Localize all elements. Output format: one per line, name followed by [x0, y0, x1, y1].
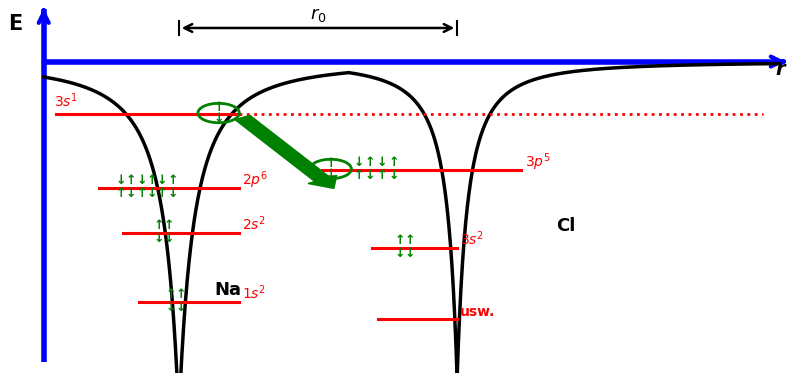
Text: ↑: ↑: [325, 157, 336, 169]
Text: ↓: ↓: [157, 175, 168, 187]
Text: ↓: ↓: [213, 113, 224, 125]
Text: ↑: ↑: [354, 169, 365, 182]
Text: ↓: ↓: [146, 188, 157, 200]
Text: usw.: usw.: [460, 305, 494, 319]
Text: ↑: ↑: [165, 288, 176, 301]
Text: ↓: ↓: [376, 156, 387, 169]
Text: ↑: ↑: [136, 188, 147, 200]
Text: ↑: ↑: [157, 188, 168, 200]
Text: ↑: ↑: [405, 234, 416, 247]
Text: ↓: ↓: [364, 169, 375, 182]
Text: $2s^2$: $2s^2$: [242, 214, 266, 233]
Text: r: r: [775, 60, 785, 79]
Text: ↓: ↓: [405, 247, 416, 260]
Text: $3s^2$: $3s^2$: [460, 229, 483, 248]
Text: ↓: ↓: [325, 169, 336, 181]
Text: ↑: ↑: [364, 156, 375, 169]
Text: ↓: ↓: [136, 175, 147, 187]
Text: ↑: ↑: [153, 219, 165, 232]
Text: Cl: Cl: [556, 217, 576, 235]
Text: $r_0$: $r_0$: [310, 6, 326, 23]
Text: ↑: ↑: [115, 188, 126, 200]
Text: $1s^2$: $1s^2$: [242, 283, 266, 302]
Text: ↓: ↓: [176, 301, 187, 314]
Text: ↑: ↑: [167, 175, 178, 187]
Text: ↑: ↑: [146, 175, 157, 187]
Text: ↑: ↑: [176, 288, 187, 301]
Text: ↑: ↑: [376, 169, 387, 182]
Text: ↑: ↑: [164, 219, 175, 232]
Text: ↓: ↓: [164, 232, 175, 245]
Text: ↓: ↓: [165, 301, 176, 314]
FancyArrow shape: [235, 115, 336, 188]
Text: $3p^5$: $3p^5$: [525, 151, 550, 173]
Text: ↓: ↓: [126, 188, 137, 200]
Text: ↑: ↑: [213, 101, 224, 113]
Text: $3s^1$: $3s^1$: [54, 91, 78, 110]
Text: ↑: ↑: [126, 175, 137, 187]
Text: ↓: ↓: [388, 169, 399, 182]
Text: ↓: ↓: [354, 156, 365, 169]
Text: ↓: ↓: [153, 232, 165, 245]
Text: Na: Na: [215, 280, 242, 299]
Text: ↑: ↑: [388, 156, 399, 169]
Text: ↓: ↓: [115, 175, 126, 187]
Text: ↓: ↓: [167, 188, 178, 200]
Text: ↑: ↑: [394, 234, 405, 247]
Text: $2p^6$: $2p^6$: [242, 170, 268, 191]
Text: E: E: [8, 14, 22, 34]
Text: ↓: ↓: [394, 247, 405, 260]
